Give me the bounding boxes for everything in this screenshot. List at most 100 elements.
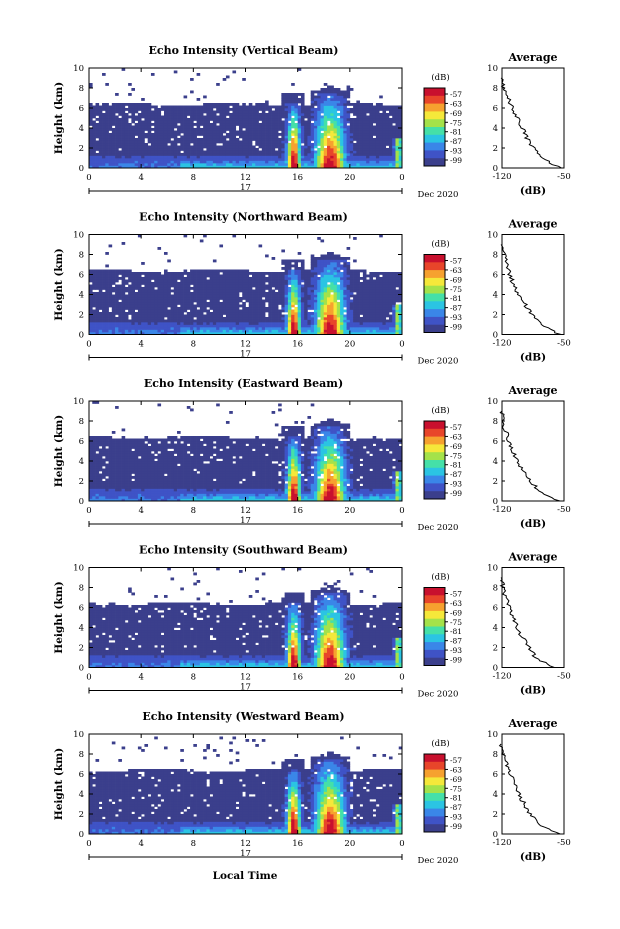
heatmap-cell <box>186 130 191 134</box>
heatmap-cell <box>304 125 308 129</box>
heatmap-cell <box>163 150 168 154</box>
heatmap-cell <box>281 120 285 124</box>
heatmap-cell <box>219 317 224 320</box>
heatmap-cell <box>222 140 227 144</box>
heatmap-cell <box>291 165 295 169</box>
heatmap-cell <box>346 302 351 305</box>
heatmap-cell <box>167 150 171 154</box>
heatmap-cell <box>124 138 129 141</box>
heatmap-cell <box>235 145 240 149</box>
heatmap-cell <box>392 332 396 335</box>
heatmap-cell <box>242 110 246 114</box>
heatmap-cell <box>278 163 282 166</box>
heatmap-cell <box>375 120 380 124</box>
heatmap-cell <box>304 274 308 278</box>
heatmap-cell <box>265 160 269 164</box>
heatmap-cell <box>353 269 357 273</box>
heatmap-cell <box>190 294 194 298</box>
heatmap-cell <box>183 289 188 293</box>
heatmap-cell <box>163 307 168 310</box>
heatmap-cell <box>281 277 285 280</box>
heatmap-cell <box>287 110 292 114</box>
heatmap-cell <box>255 284 259 288</box>
heatmap-cell <box>196 105 201 109</box>
heatmap-cell <box>392 140 396 144</box>
heatmap-cell <box>343 115 347 119</box>
heatmap-cell <box>92 150 96 154</box>
heatmap-cell <box>141 145 145 149</box>
heatmap-cell <box>108 123 113 126</box>
heatmap-cell <box>190 78 194 81</box>
heatmap-cell <box>323 118 328 121</box>
heatmap-cell <box>271 279 276 283</box>
heatmap-cell <box>157 133 162 136</box>
heatmap-cell <box>229 329 233 333</box>
heatmap-cell <box>163 304 168 308</box>
heatmap-cell <box>366 133 370 136</box>
heatmap-cell <box>115 289 119 293</box>
heatmap-cell <box>327 85 331 89</box>
heatmap-cell <box>333 135 338 139</box>
heatmap-cell <box>255 123 259 126</box>
heatmap-cell <box>271 145 276 149</box>
heatmap-cell <box>287 108 292 111</box>
heatmap-cell <box>392 317 396 320</box>
heatmap-cell <box>265 155 269 159</box>
heatmap-cell <box>343 103 347 106</box>
heatmap-cell <box>163 269 168 273</box>
heatmap-cell <box>327 319 331 323</box>
heatmap-cell <box>294 317 299 320</box>
heatmap-cell <box>320 277 325 280</box>
heatmap-cell <box>242 135 246 139</box>
heatmap-cell <box>323 329 328 333</box>
heatmap-cell <box>209 113 214 116</box>
heatmap-cell <box>108 329 113 333</box>
heatmap-cell <box>346 257 351 260</box>
heatmap-cell <box>313 118 318 121</box>
heatmap-cell <box>320 284 325 288</box>
heatmap-cell <box>317 148 321 151</box>
heatmap-cell <box>317 108 321 111</box>
heatmap-cell <box>300 272 305 275</box>
heatmap-cell <box>362 140 367 144</box>
heatmap-cell <box>154 130 158 134</box>
heatmap-cell <box>193 105 197 109</box>
heatmap-cell <box>346 312 351 315</box>
heatmap-cell <box>235 115 240 119</box>
heatmap-cell <box>388 302 393 305</box>
heatmap-cell <box>167 279 171 283</box>
heatmap-cell <box>313 140 318 144</box>
heatmap-cell <box>281 274 285 278</box>
heatmap-cell <box>124 103 129 106</box>
heatmap-cell <box>388 324 393 328</box>
heatmap-cell <box>284 145 289 149</box>
heatmap-cell <box>206 292 210 295</box>
heatmap-cell <box>333 140 338 144</box>
heatmap-cell <box>297 135 302 139</box>
heatmap-cell <box>229 282 233 285</box>
heatmap-cell <box>225 120 230 124</box>
heatmap-cell <box>209 274 214 278</box>
heatmap-cell <box>349 163 354 166</box>
heatmap-cell <box>102 297 106 300</box>
heatmap-cell <box>92 332 96 335</box>
heatmap-cell <box>265 135 269 139</box>
heatmap-cell <box>167 259 171 263</box>
heatmap-cell <box>92 277 96 280</box>
heatmap-cell <box>238 120 243 124</box>
heatmap-cell <box>330 138 334 141</box>
heatmap-cell <box>115 125 119 129</box>
heatmap-cell <box>313 120 318 124</box>
heatmap-cell <box>274 115 279 119</box>
heatmap-cell <box>193 145 197 149</box>
heatmap-cell <box>330 297 334 300</box>
heatmap-cell <box>131 105 135 109</box>
heatmap-cell <box>362 299 367 303</box>
heatmap-cell <box>105 133 109 136</box>
heatmap-cell <box>89 279 93 283</box>
heatmap-cell <box>154 329 158 333</box>
heatmap-cell <box>388 140 393 144</box>
heatmap-cell <box>229 135 233 139</box>
heatmap-cell <box>115 304 119 308</box>
heatmap-cell <box>144 148 149 151</box>
